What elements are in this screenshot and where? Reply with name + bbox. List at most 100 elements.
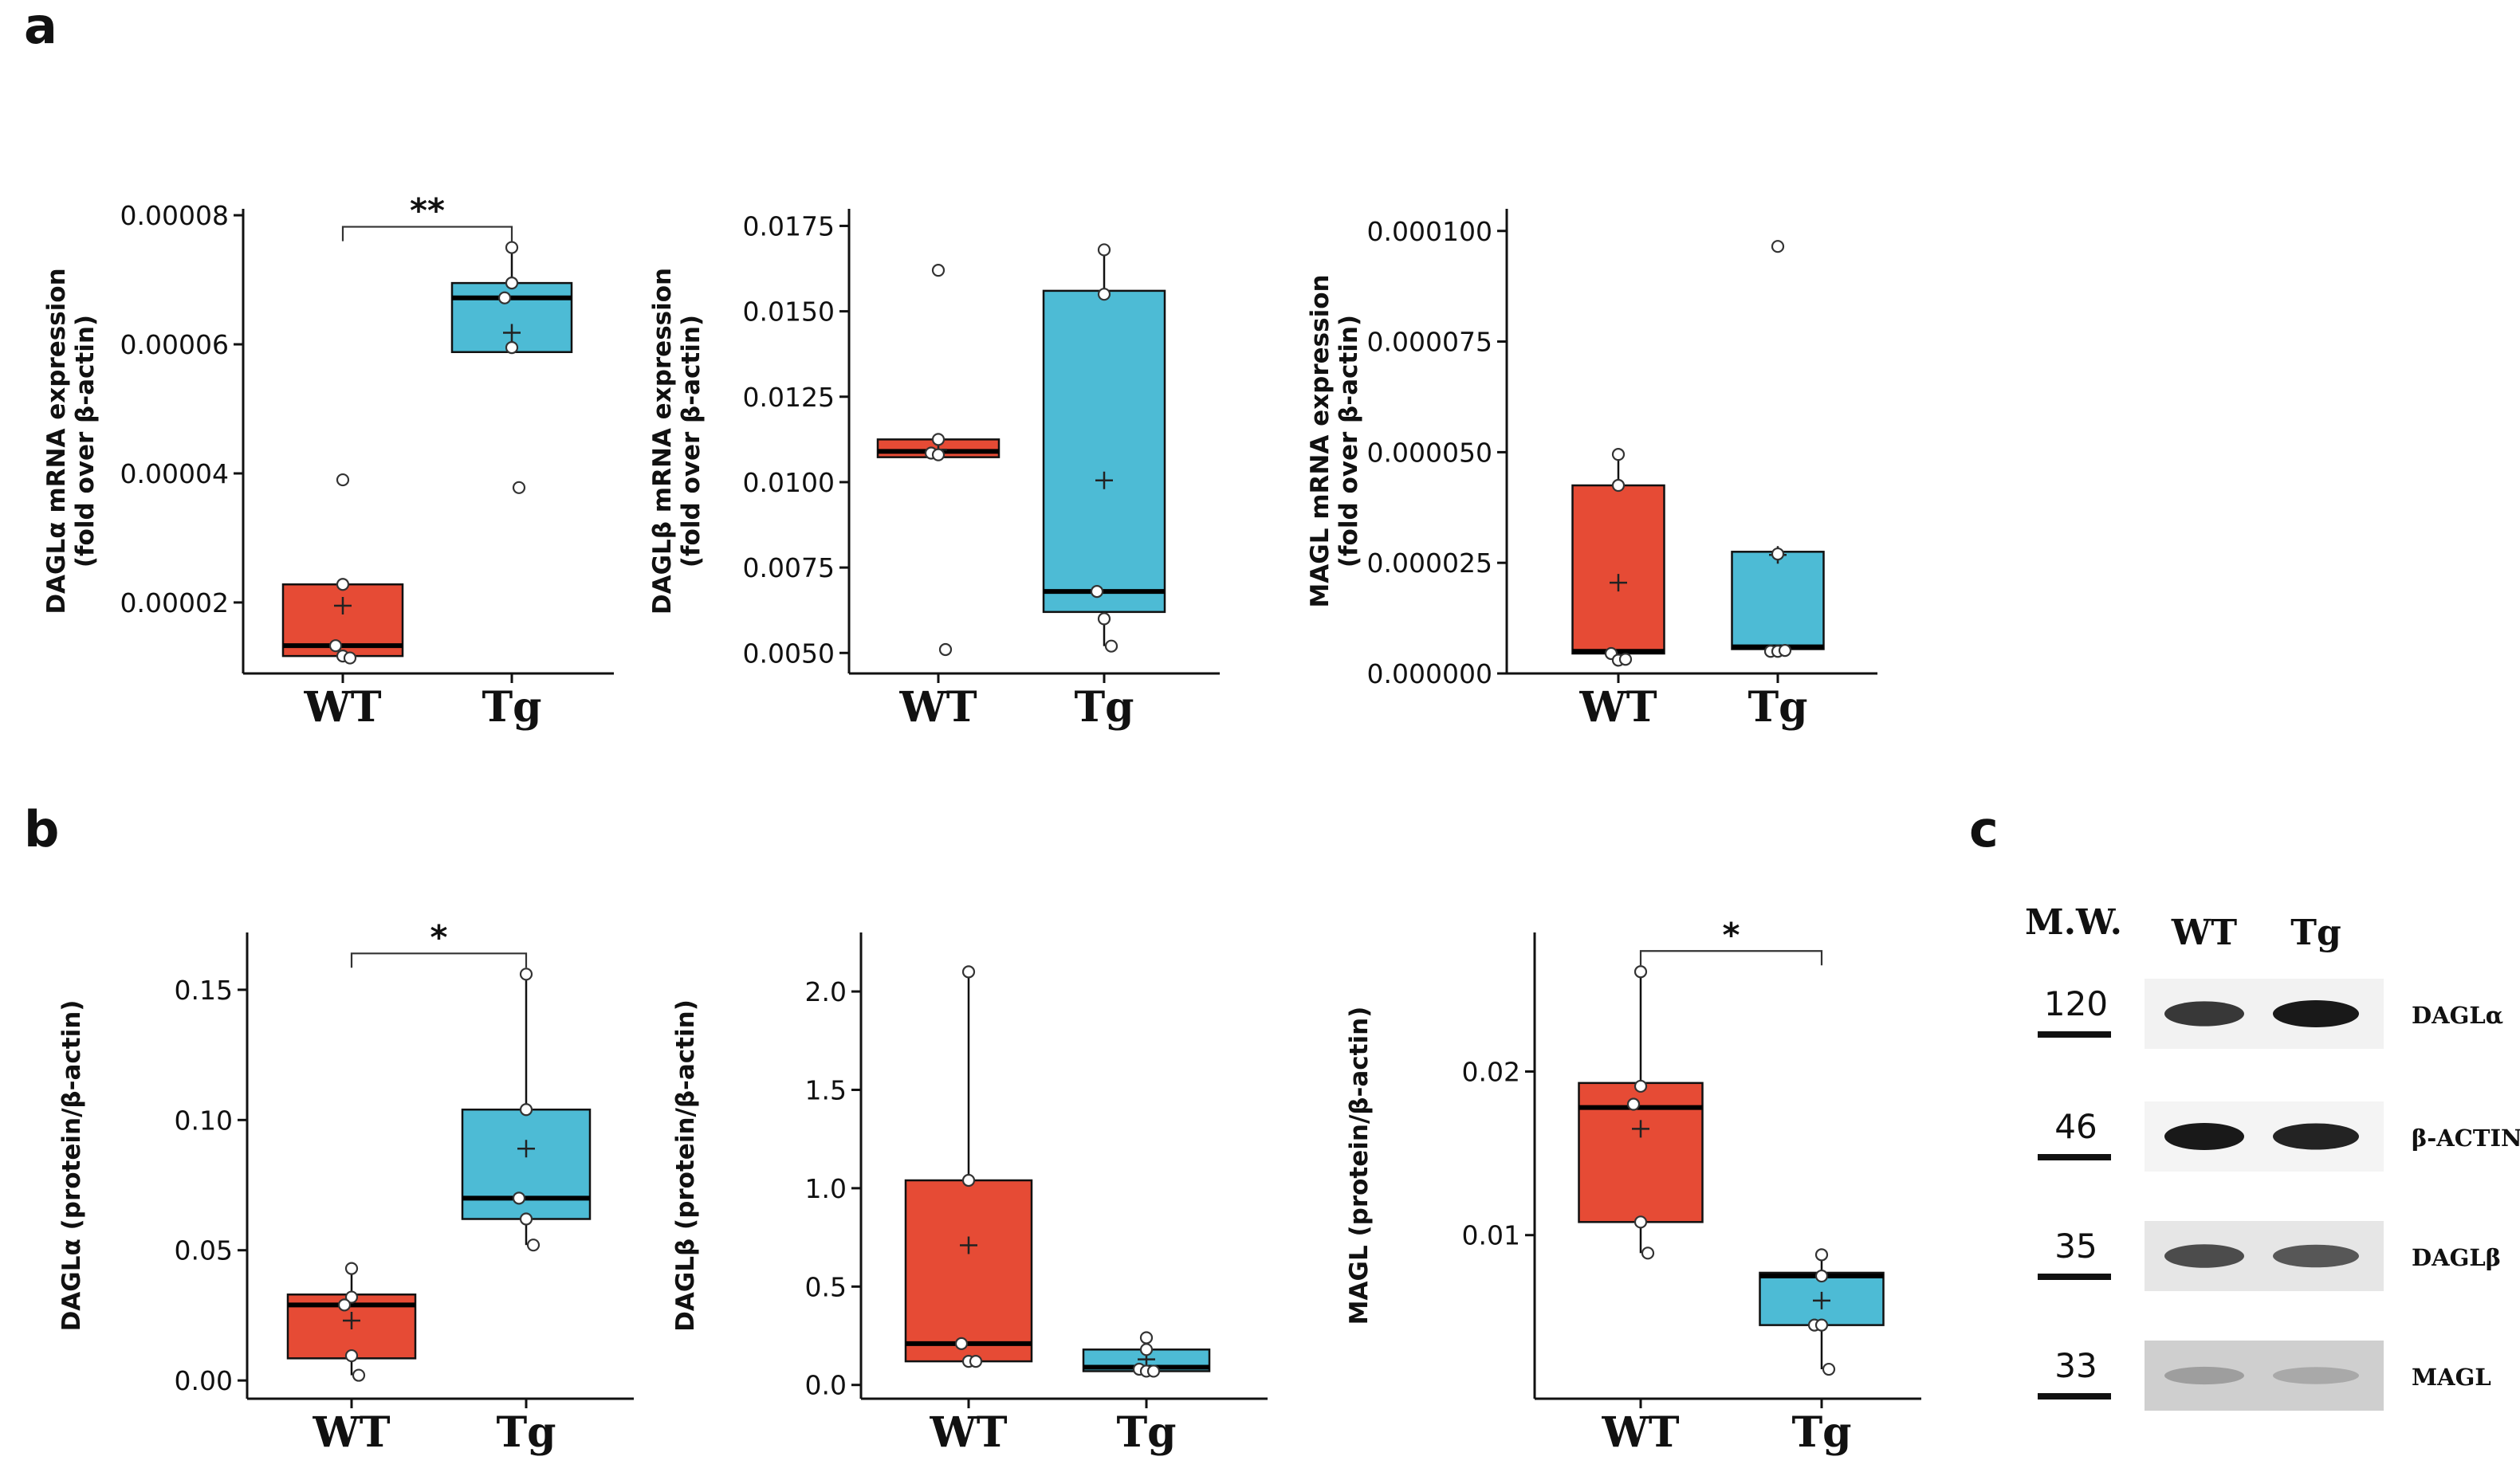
data-point [512, 481, 526, 494]
data-point [1097, 612, 1111, 626]
mean-marker [1813, 1291, 1830, 1309]
data-point [336, 473, 350, 487]
box-tg [1731, 240, 1825, 658]
blot-mw-marker [2038, 1393, 2111, 1400]
y-tick-label: 0.000100 [1367, 216, 1492, 247]
data-point [328, 639, 343, 653]
y-tick-label: 0.0075 [743, 552, 835, 583]
y-tick-label: 0.000025 [1367, 548, 1492, 579]
blot-row: 120 DAGLα [2038, 979, 2503, 1049]
blot-mw-marker [2038, 1031, 2111, 1038]
box-tg [1042, 243, 1166, 653]
box-wt [286, 1262, 417, 1382]
mean-marker [503, 324, 521, 342]
y-tick-label: 0.15 [175, 975, 233, 1006]
box-tg [461, 968, 592, 1252]
significance-bracket [1639, 950, 1823, 966]
data-point [1771, 547, 1785, 561]
data-point [505, 340, 519, 355]
blot-protein-label: MAGL [2412, 1364, 2491, 1391]
data-point [337, 1298, 352, 1312]
mean-marker [517, 1140, 535, 1158]
data-point [344, 1348, 359, 1363]
data-point [526, 1239, 541, 1252]
blot-mw-header: M.W. [2025, 902, 2122, 943]
blot-protein-label: β-ACTIN [2412, 1125, 2520, 1152]
data-point [512, 1191, 526, 1205]
chart-b1: 0.00 0.05 0.10 0.15 WT Tg DAGLα (protein/β-act… [57, 917, 634, 1457]
chart-b2: 0.0 0.5 1.0 1.5 2.0 WT Tg DAGLβ (protein/β-acti… [671, 932, 1268, 1457]
data-point [352, 1368, 366, 1382]
y-tick-label: 0.00 [175, 1365, 233, 1396]
blot-band [2164, 1244, 2244, 1268]
blot-band [2273, 1244, 2359, 1268]
y-axis-title: (fold over β-actin) [1335, 315, 1363, 567]
box-wt [1578, 965, 1704, 1260]
data-point [1814, 1269, 1829, 1283]
panel-label-a: a [24, 0, 57, 55]
y-tick-label: 1.0 [805, 1173, 847, 1204]
blot-band [2273, 1123, 2359, 1150]
x-tick-label-tg: Tg [1074, 683, 1134, 732]
x-tick-label-wt: WT [1601, 1408, 1679, 1457]
box-iqr [1578, 1082, 1704, 1223]
mean-marker [343, 1311, 360, 1329]
blot-protein-label: DAGLβ [2412, 1244, 2501, 1271]
blot-mw-marker [2038, 1154, 2111, 1160]
data-point [1097, 288, 1111, 301]
x-tick-label-wt: WT [303, 683, 381, 732]
box-wt [281, 473, 404, 665]
data-point [1139, 1331, 1154, 1345]
significance-bracket [341, 226, 513, 241]
data-point [938, 642, 953, 657]
data-point [1633, 965, 1648, 979]
y-tick-label: 0.0175 [743, 210, 835, 241]
x-tick-label-wt: WT [898, 683, 977, 732]
mean-marker [334, 596, 352, 614]
y-tick-label: 0.5 [805, 1271, 847, 1302]
y-tick-label: 0.00008 [120, 200, 229, 231]
box-iqr [461, 1108, 592, 1220]
y-tick-label: 0.000050 [1367, 437, 1492, 468]
x-tick-label-tg: Tg [482, 683, 541, 732]
blot-lane-label-wt: WT [2171, 913, 2237, 953]
data-point [961, 1173, 976, 1188]
y-tick-label: 0.01 [1462, 1220, 1520, 1251]
x-tick-label-tg: Tg [1116, 1408, 1176, 1457]
data-point [969, 1355, 983, 1368]
data-point [1626, 1097, 1641, 1111]
y-axis-title: (fold over β-actin) [71, 315, 100, 567]
data-point [519, 968, 533, 981]
data-point [344, 1262, 359, 1275]
blot-row: 46 β-ACTIN [2038, 1101, 2520, 1172]
panel-label-b: b [24, 800, 59, 858]
data-point [505, 241, 519, 254]
box-tg [1759, 1248, 1885, 1376]
box-iqr [1571, 484, 1665, 655]
y-tick-label: 0.02 [1462, 1056, 1520, 1087]
data-point [1090, 585, 1104, 599]
y-tick-label: 0.0100 [743, 467, 835, 498]
chart-a1: 0.00002 0.00004 0.00006 0.00008 WT Tg DAGLα mR… [42, 191, 614, 732]
blot-mw-value: 120 [2044, 984, 2108, 1023]
y-tick-label: 0.0150 [743, 296, 835, 328]
y-tick-label: 0.10 [175, 1105, 233, 1136]
panel-label-c: c [1969, 800, 1999, 858]
data-point [336, 578, 350, 591]
box-iqr [1731, 551, 1825, 650]
box-tg [450, 241, 573, 494]
x-tick-label-tg: Tg [496, 1408, 556, 1457]
box-wt [904, 965, 1033, 1368]
y-tick-label: 0.000075 [1367, 327, 1492, 358]
y-tick-label: 0.0050 [743, 638, 835, 669]
data-point [1618, 653, 1633, 666]
data-point [497, 291, 512, 304]
box-iqr [904, 1179, 1033, 1363]
blot-mw-value: 46 [2054, 1107, 2097, 1146]
significance-stars: * [430, 917, 448, 956]
chart-b3: 0.01 0.02 WT Tg MAGL (protein/β-actin) * [1345, 915, 1921, 1457]
box-wt [876, 264, 1001, 657]
y-tick-label: 0.00004 [120, 458, 229, 489]
blot-band [2273, 1000, 2359, 1027]
data-point [343, 651, 357, 665]
